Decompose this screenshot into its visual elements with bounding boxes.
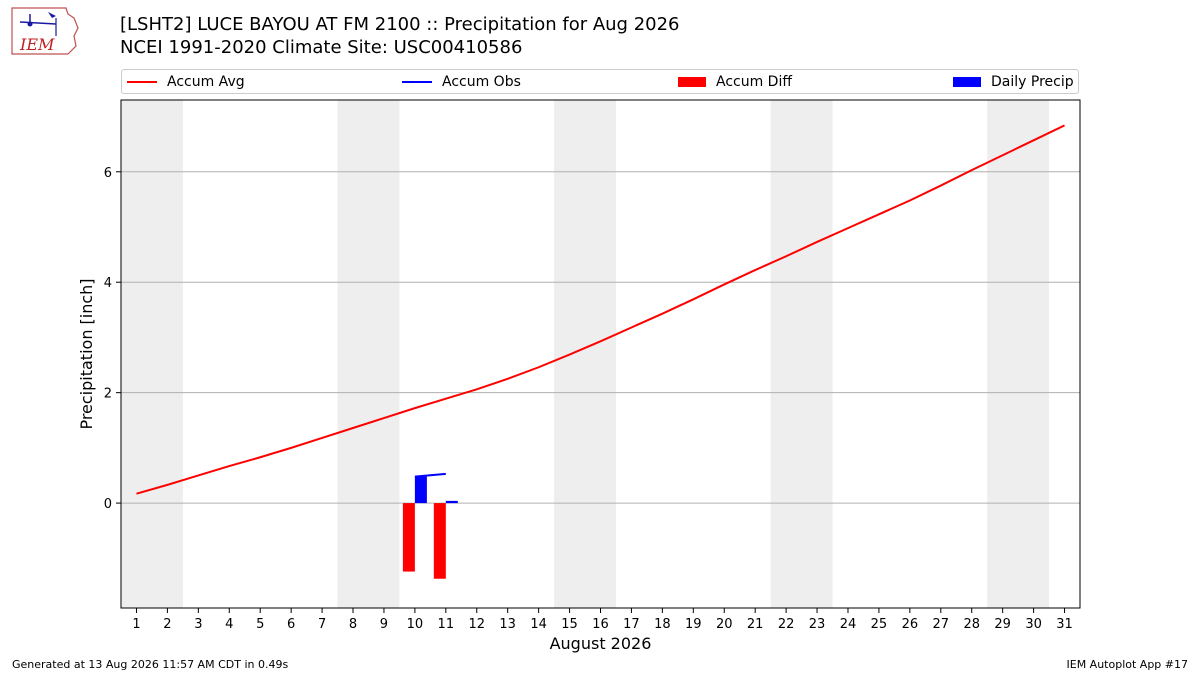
weekend-shade-3 xyxy=(554,100,616,608)
chart-title: [LSHT2] LUCE BAYOU AT FM 2100 :: Precipi… xyxy=(120,13,680,59)
legend-item-daily-precip: Daily Precip xyxy=(953,70,1074,93)
logo-text: IEM xyxy=(19,35,55,54)
x-tick-label-6: 6 xyxy=(287,617,295,632)
weekend-shade-1 xyxy=(121,100,183,608)
x-tick-label-8: 8 xyxy=(349,617,357,632)
weekend-shade-2 xyxy=(337,100,400,608)
x-axis-label: August 2026 xyxy=(550,634,652,653)
x-tick-label-10: 10 xyxy=(407,617,424,632)
daily-precip-bar-day-10 xyxy=(414,476,427,504)
y-tick-label-0: 0 xyxy=(104,497,112,512)
x-tick-label-31: 31 xyxy=(1056,617,1073,632)
x-tick-label-28: 28 xyxy=(963,617,980,632)
weekend-shade-4 xyxy=(770,100,833,608)
x-tick-label-23: 23 xyxy=(809,617,826,632)
x-tick-label-22: 22 xyxy=(778,617,795,632)
x-tick-label-30: 30 xyxy=(1025,617,1042,632)
legend-label-daily-precip: Daily Precip xyxy=(991,73,1074,90)
x-tick-label-19: 19 xyxy=(685,617,702,632)
y-tick-label-4: 4 xyxy=(104,276,112,291)
legend-swatch-accum-obs xyxy=(402,80,432,83)
weekend-shade-5 xyxy=(987,100,1050,608)
accum-diff-bar-day-10 xyxy=(402,503,415,572)
x-tick-label-27: 27 xyxy=(933,617,950,632)
y-tick-label-2: 2 xyxy=(104,387,112,402)
x-tick-label-20: 20 xyxy=(716,617,733,632)
legend-label-accum-obs: Accum Obs xyxy=(442,73,521,90)
x-tick-label-2: 2 xyxy=(163,617,171,632)
daily-precip-bar-day-11 xyxy=(445,500,458,504)
chart-title-line2: NCEI 1991-2020 Climate Site: USC00410586 xyxy=(120,37,523,58)
legend-label-accum-diff: Accum Diff xyxy=(716,73,793,90)
legend-item-accum-avg: Accum Avg xyxy=(127,70,245,93)
legend-swatch-accum-avg xyxy=(127,80,157,83)
legend-swatch-accum-diff xyxy=(678,76,706,87)
x-tick-label-14: 14 xyxy=(530,617,547,632)
x-tick-label-24: 24 xyxy=(840,617,857,632)
accum-avg-line xyxy=(136,124,1065,495)
x-tick-label-1: 1 xyxy=(132,617,140,632)
x-tick-label-7: 7 xyxy=(318,617,326,632)
x-tick-label-18: 18 xyxy=(654,617,671,632)
footer-generated-text: Generated at 13 Aug 2026 11:57 AM CDT in… xyxy=(12,658,289,671)
x-tick-label-5: 5 xyxy=(256,617,264,632)
x-tick-label-16: 16 xyxy=(592,617,609,632)
x-tick-label-17: 17 xyxy=(623,617,640,632)
legend-swatch-daily-precip xyxy=(953,76,981,87)
iem-logo: IEM xyxy=(8,6,80,60)
chart-title-line1: [LSHT2] LUCE BAYOU AT FM 2100 :: Precipi… xyxy=(120,14,680,35)
chart-legend: Accum Avg Accum Obs Accum Diff Daily Pre… xyxy=(121,69,1079,94)
legend-item-accum-obs: Accum Obs xyxy=(402,70,521,93)
x-tick-label-9: 9 xyxy=(380,617,388,632)
x-tick-label-11: 11 xyxy=(438,617,455,632)
x-tick-label-4: 4 xyxy=(225,617,233,632)
y-tick-label-6: 6 xyxy=(104,166,112,181)
iem-logo-graphic: IEM xyxy=(11,7,79,55)
x-tick-label-12: 12 xyxy=(468,617,485,632)
x-tick-label-15: 15 xyxy=(561,617,578,632)
x-tick-label-13: 13 xyxy=(499,617,516,632)
x-tick-label-26: 26 xyxy=(902,617,919,632)
x-tick-label-25: 25 xyxy=(871,617,888,632)
footer-app-label: IEM Autoplot App #17 xyxy=(1066,658,1189,671)
legend-item-accum-diff: Accum Diff xyxy=(678,70,792,93)
legend-label-accum-avg: Accum Avg xyxy=(167,73,245,90)
x-tick-label-29: 29 xyxy=(994,617,1011,632)
x-tick-label-21: 21 xyxy=(747,617,764,632)
accum-diff-bar-day-11 xyxy=(433,503,446,579)
x-tick-label-3: 3 xyxy=(194,617,202,632)
y-axis-label: Precipitation [inch] xyxy=(77,278,96,429)
accum-obs-line xyxy=(414,472,446,478)
